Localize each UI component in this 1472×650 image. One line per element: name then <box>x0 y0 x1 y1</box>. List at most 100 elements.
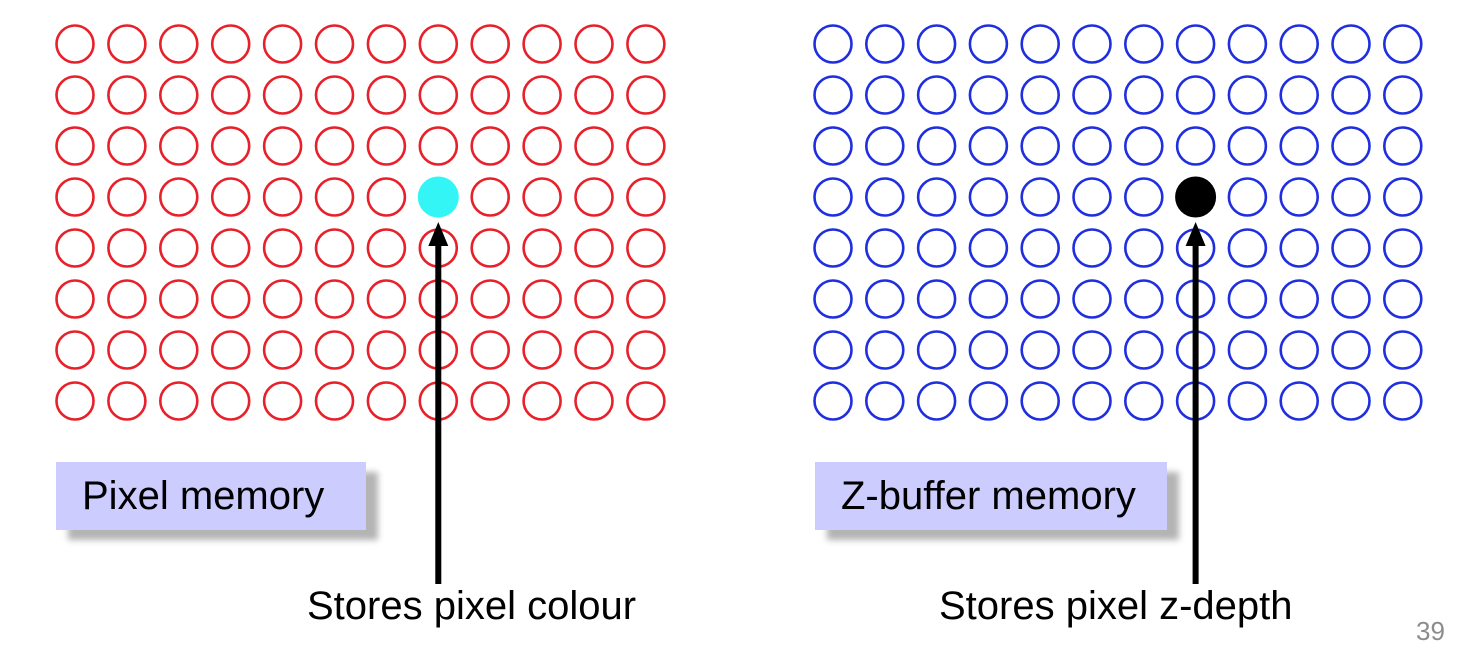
zbuffer-memory-cell <box>1383 330 1423 370</box>
zbuffer-memory-cell <box>968 330 1009 370</box>
zbuffer-memory-cell <box>1227 381 1268 421</box>
pixel-memory-cell <box>55 381 95 421</box>
pixel-memory-cell <box>470 75 511 115</box>
zbuffer-memory-cell <box>1124 126 1164 166</box>
pixel-memory-cell <box>55 279 95 319</box>
zbuffer-memory-cell <box>968 228 1009 268</box>
zbuffer-memory-cell <box>1072 330 1112 370</box>
pixel-memory-cell <box>55 330 95 370</box>
pixel-memory-cell <box>366 75 407 115</box>
pixel-memory-cell <box>522 330 562 370</box>
zbuffer-memory-cell <box>1331 126 1371 166</box>
pixel-memory-cell <box>470 330 511 370</box>
pixel-memory-cell <box>418 24 459 64</box>
pixel-memory-cell <box>626 279 666 319</box>
zbuffer-memory-cell <box>968 381 1009 421</box>
zbuffer-memory-cell <box>864 228 905 268</box>
zbuffer-memory-cell <box>864 126 905 166</box>
pixel-memory-cell <box>626 126 666 166</box>
pixel-memory-cell <box>626 24 666 64</box>
zbuffer-memory-cell <box>916 228 957 268</box>
pixel-memory-cell <box>522 75 562 115</box>
pixel-memory-cell <box>574 279 614 319</box>
zbuffer-memory-cell <box>864 381 905 421</box>
zbuffer-memory-cell <box>1331 75 1371 115</box>
zbuffer-memory-cell <box>813 24 853 64</box>
pixel-memory-cell <box>262 24 303 64</box>
pixel-memory-cell <box>107 381 147 421</box>
zbuffer-memory-cell <box>1331 381 1371 421</box>
zbuffer-memory-cell <box>1175 75 1216 115</box>
zbuffer-memory-cell <box>916 126 957 166</box>
zbuffer-memory-cell <box>916 24 957 64</box>
pixel-memory-cell <box>210 279 251 319</box>
zbuffer-memory-cell <box>1020 228 1060 268</box>
pixel-memory-cell <box>314 381 355 421</box>
pixel-memory-cell <box>626 75 666 115</box>
zbuffer-memory-cell <box>1331 24 1371 64</box>
pixel-memory-cell <box>210 228 251 268</box>
pixel-memory-cell <box>159 228 199 268</box>
zbuffer-memory-cell <box>1020 279 1060 319</box>
zbuffer-memory-cell <box>1124 75 1164 115</box>
pixel-memory-cell <box>418 126 459 166</box>
zbuffer-memory-cell <box>1072 126 1112 166</box>
pixel-memory-cell <box>159 75 199 115</box>
zbuffer-memory-cell <box>1227 24 1268 64</box>
pixel-memory-cell <box>470 228 511 268</box>
zbuffer-memory-cell <box>916 381 957 421</box>
zbuffer-memory-cell <box>916 279 957 319</box>
pixel-memory-cell <box>522 177 562 217</box>
zbuffer-memory-cell <box>1279 330 1319 370</box>
zbuffer-memory-cell <box>1383 381 1423 421</box>
pixel-memory-cell <box>574 75 614 115</box>
pixel-memory-cell <box>626 228 666 268</box>
pixel-memory-cell <box>159 126 199 166</box>
zbuffer-memory-cell <box>1020 330 1060 370</box>
pixel-memory-cell <box>470 177 511 217</box>
pixel-memory-cell <box>626 381 666 421</box>
zbuffer-memory-cell <box>1072 75 1112 115</box>
zbuffer-memory-cell <box>813 228 853 268</box>
pixel-memory-label: Pixel memory <box>56 462 366 530</box>
pixel-memory-cell <box>574 126 614 166</box>
zbuffer-memory-cell <box>1383 126 1423 166</box>
pixel-memory-cell <box>55 177 95 217</box>
zbuffer-memory-cell <box>813 330 853 370</box>
pixel-memory-cell <box>262 381 303 421</box>
zbuffer-memory-cell <box>864 330 905 370</box>
pixel-memory-cell <box>470 279 511 319</box>
zbuffer-memory-cell <box>1331 177 1371 217</box>
zbuffer-memory-cell <box>864 75 905 115</box>
pixel-memory-cell <box>159 177 199 217</box>
zbuffer-memory-cell <box>813 126 853 166</box>
zbuffer-memory-cell <box>1124 381 1164 421</box>
pixel-memory-cell <box>366 381 407 421</box>
zbuffer-memory-cell <box>1072 279 1112 319</box>
pixel-memory-cell <box>366 126 407 166</box>
zbuffer-memory-cell <box>813 279 853 319</box>
zdepth-caption: Stores pixel z-depth <box>939 584 1293 628</box>
page-number: 39 <box>1416 616 1445 646</box>
pixel-memory-cell <box>262 126 303 166</box>
pixel-memory-cell <box>470 381 511 421</box>
zbuffer-memory-cell <box>1383 279 1423 319</box>
zbuffer-memory-cell <box>1279 75 1319 115</box>
pixel-memory-cell <box>107 24 147 64</box>
zbuffer-memory-cell <box>1279 279 1319 319</box>
pixel-memory-cell <box>159 279 199 319</box>
pixel-memory-cell <box>107 330 147 370</box>
pixel-memory-cell <box>210 177 251 217</box>
pixel-memory-cell <box>522 228 562 268</box>
zbuffer-memory-cell <box>813 381 853 421</box>
zbuffer-memory-cell <box>1331 279 1371 319</box>
pixel-memory-cell <box>574 177 614 217</box>
zbuffer-memory-cell <box>1072 177 1112 217</box>
pixel-memory-cell <box>574 24 614 64</box>
pixel-memory-cell <box>262 228 303 268</box>
zbuffer-memory-cell <box>1020 381 1060 421</box>
zbuffer-memory-cell <box>916 330 957 370</box>
zbuffer-memory-cell <box>1072 228 1112 268</box>
